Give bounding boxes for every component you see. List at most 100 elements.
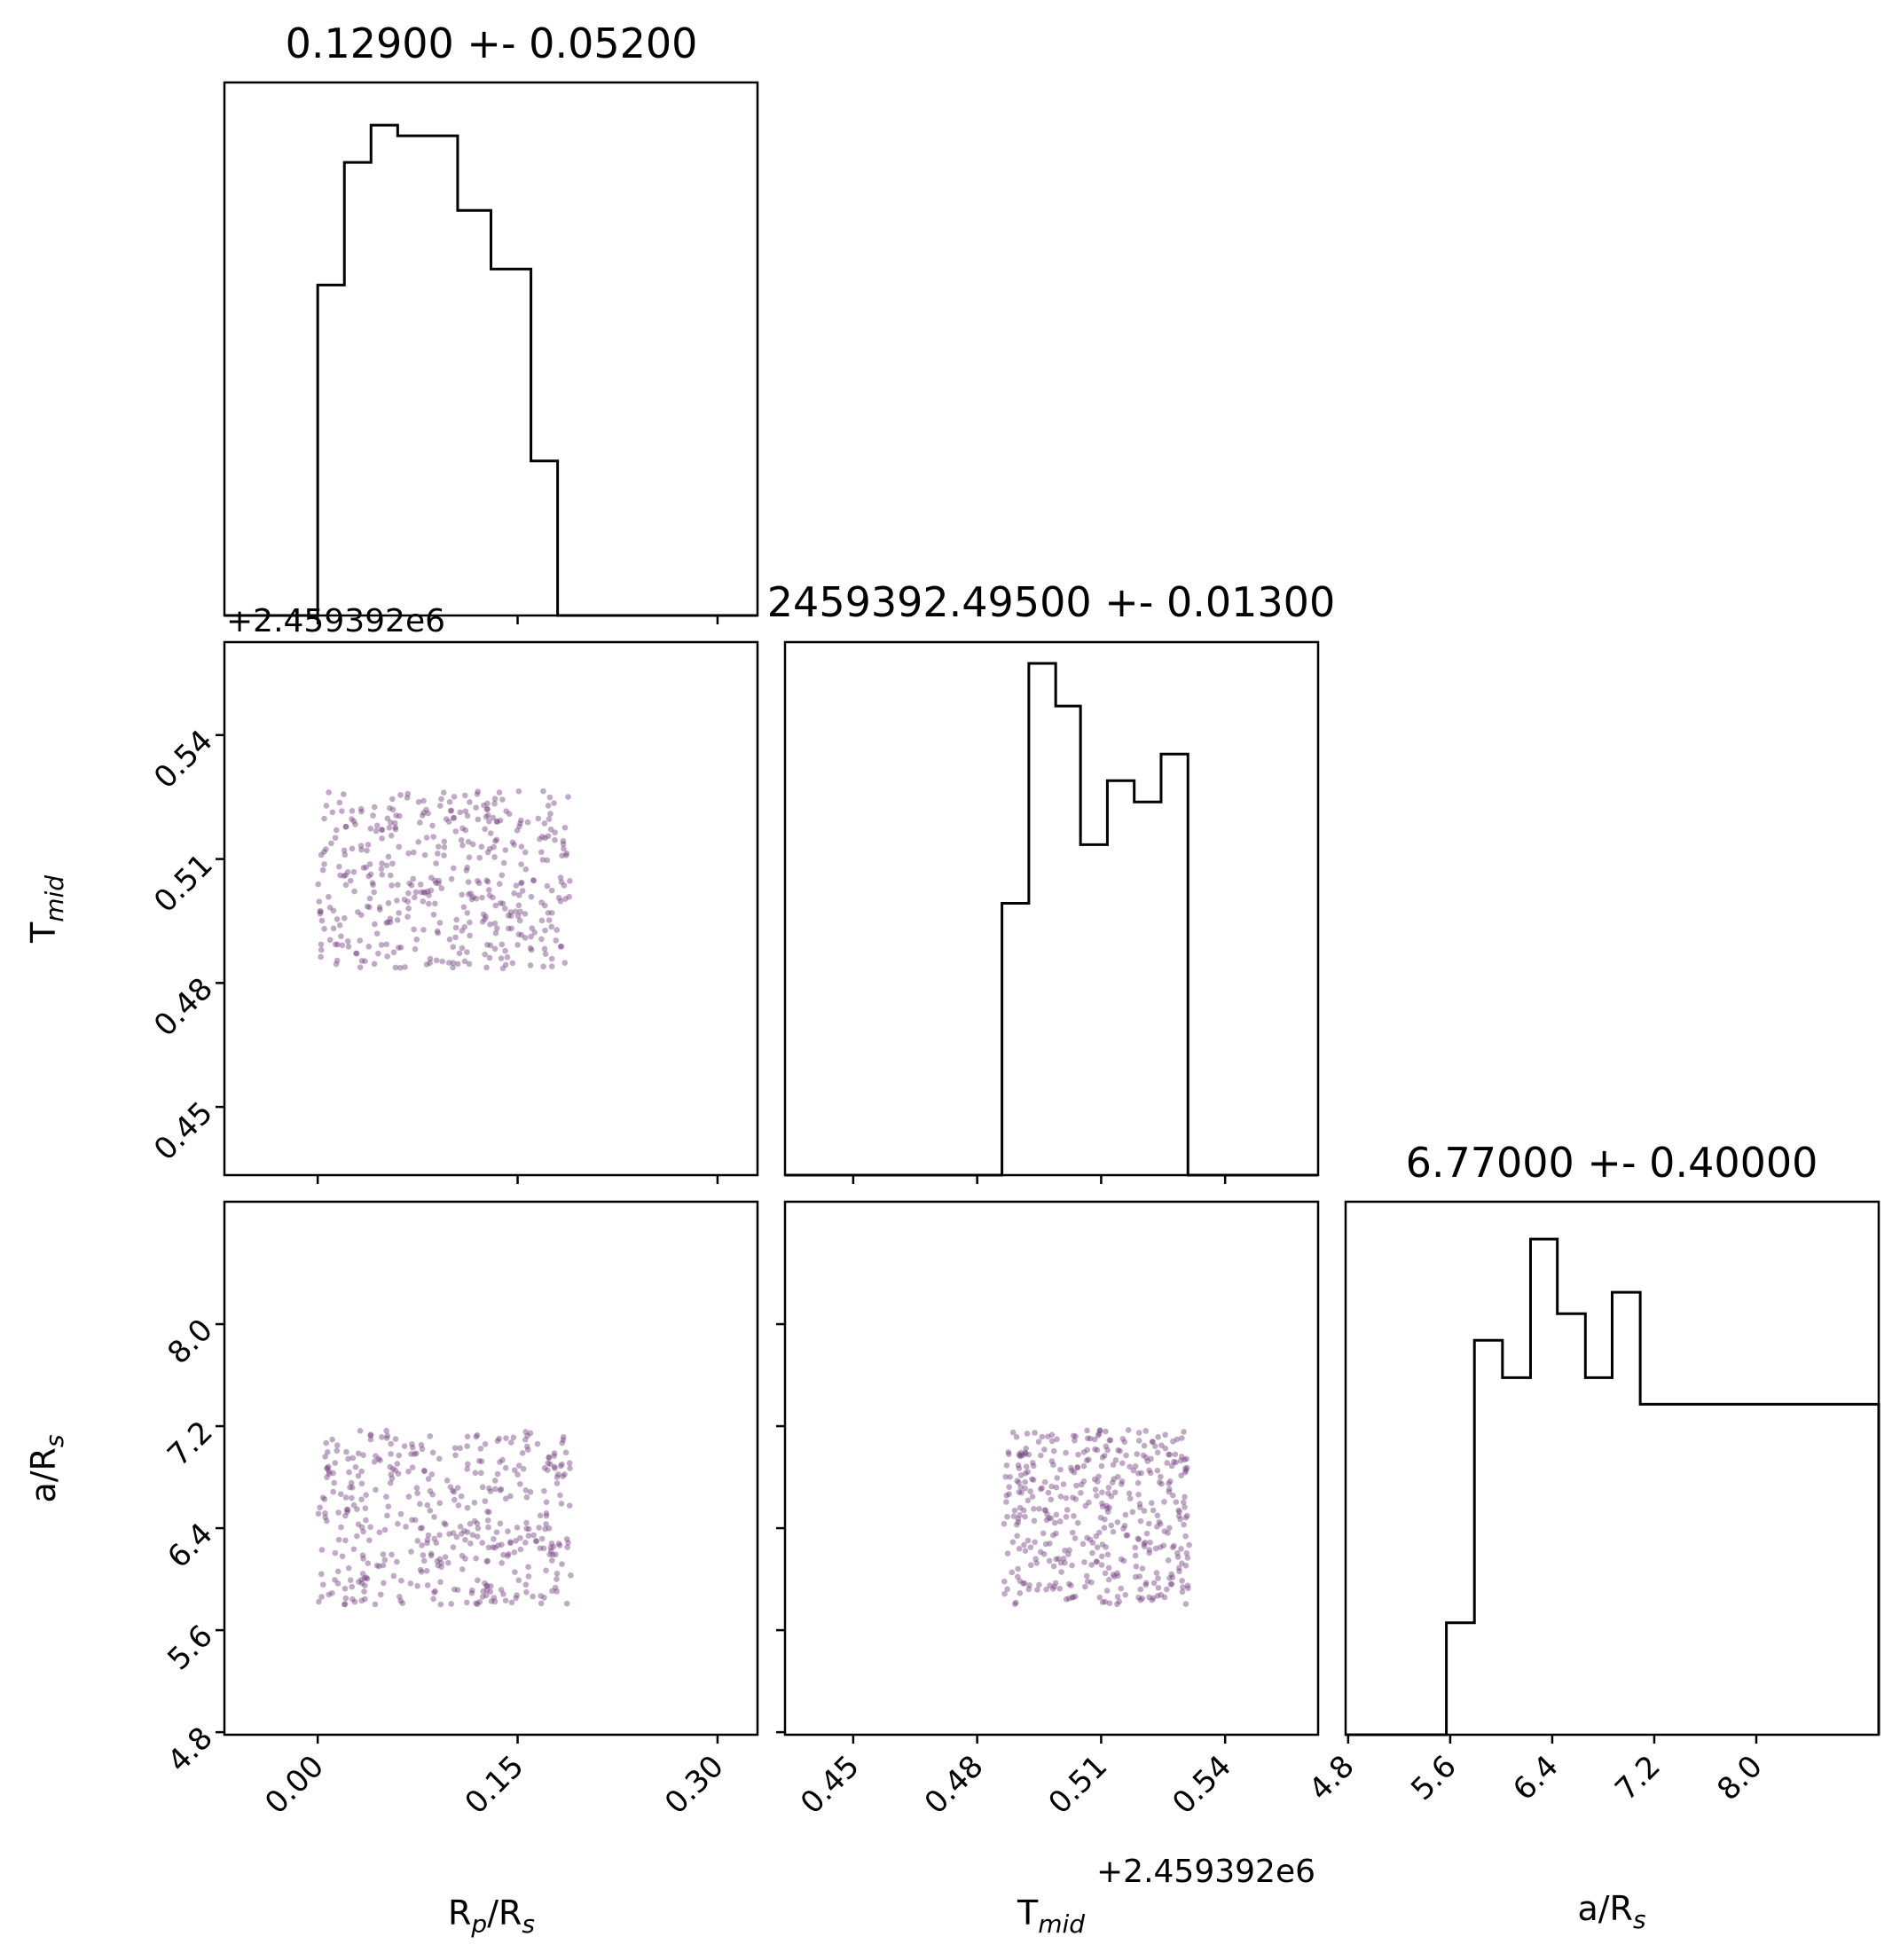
scatter-point: [404, 898, 411, 905]
scatter-point: [547, 811, 554, 817]
scatter-point: [1168, 1580, 1175, 1588]
scatter-point: [1101, 1453, 1108, 1459]
scatter-point: [364, 903, 371, 910]
scatter-point: [1022, 1450, 1029, 1457]
scatter-point: [484, 1557, 491, 1564]
scatter-point: [475, 1458, 483, 1464]
scatter-point: [546, 1525, 553, 1532]
scatter-point: [491, 800, 498, 807]
scatter-point: [1017, 1504, 1024, 1511]
scatter-point: [517, 908, 523, 915]
scatter-point: [487, 921, 493, 928]
scatter-point: [375, 1455, 382, 1462]
scatter-point: [387, 1463, 393, 1470]
scatter-point: [485, 1524, 491, 1531]
scatter-point: [1057, 1559, 1064, 1566]
scatter-point: [1118, 1556, 1125, 1563]
scatter-point: [1048, 1496, 1055, 1503]
scatter-point: [560, 1473, 566, 1479]
scatter-point: [513, 1595, 519, 1602]
scatter-point: [1123, 1452, 1129, 1459]
scatter-point: [321, 815, 327, 822]
scatter-point: [415, 798, 422, 805]
scatter-point: [1041, 1507, 1048, 1513]
scatter-point: [332, 1549, 339, 1556]
scatter-point: [491, 1478, 499, 1484]
scatter-point: [1029, 1494, 1036, 1500]
scatter-point: [1011, 1507, 1018, 1514]
scatter-point: [1004, 1513, 1010, 1520]
scatter-point: [436, 1500, 444, 1507]
scatter-point: [419, 1568, 425, 1575]
scatter-point: [399, 1600, 406, 1606]
scatter-point: [458, 1493, 465, 1500]
tmid-x-offset-label: +2.459392e6: [1096, 1854, 1315, 1890]
scatter-point: [485, 887, 492, 893]
scatter-point: [1178, 1472, 1184, 1479]
scatter-point: [450, 815, 457, 821]
scatter-point: [1105, 1485, 1112, 1491]
scatter-point: [546, 1454, 553, 1462]
scatter-point: [559, 1461, 565, 1468]
scatter-point: [371, 960, 378, 968]
scatter-point: [543, 1512, 550, 1519]
scatter-point: [1135, 1470, 1142, 1477]
scatter-point: [1104, 1551, 1111, 1558]
scatter-point: [424, 1501, 431, 1509]
scatter-point: [344, 1507, 351, 1513]
scatter-point: [483, 1582, 491, 1589]
scatter-point: [459, 842, 466, 849]
scatter-point: [389, 882, 395, 889]
scatter-point: [544, 882, 551, 890]
scatter-point: [545, 1467, 551, 1473]
scatter-point: [472, 1470, 479, 1476]
scatter-point: [419, 1542, 425, 1548]
scatter-point: [462, 827, 469, 834]
scatter-point: [1118, 1585, 1125, 1592]
scatter-point: [431, 1535, 438, 1542]
scatter-point: [354, 1533, 360, 1540]
panel-rp-vs-tmid: 0.45 0.48 0.51 0.54: [147, 640, 759, 1184]
scatter-point: [495, 1542, 501, 1548]
scatter-point: [339, 1553, 346, 1560]
scatter-point: [484, 941, 491, 948]
scatter-point: [522, 1436, 529, 1443]
scatter-point: [1057, 1493, 1064, 1500]
scatter-point: [334, 957, 341, 964]
scatter-point: [1135, 1430, 1142, 1436]
scatter-point: [514, 913, 522, 920]
scatter-point: [1096, 1427, 1103, 1434]
scatter-point: [559, 1561, 565, 1567]
scatter-point: [392, 964, 399, 971]
scatter-point: [1182, 1562, 1189, 1569]
scatter-point: [360, 865, 367, 871]
scatter-point: [405, 1494, 412, 1500]
scatter-point: [329, 809, 336, 816]
scatter-point: [493, 1529, 500, 1535]
scatter-point: [483, 813, 490, 820]
scatter-point: [352, 1463, 359, 1470]
scatter-point: [484, 805, 491, 812]
scatter-point: [326, 904, 334, 911]
scatter-point: [510, 1434, 517, 1441]
scatter-point: [540, 1545, 547, 1552]
scatter-point: [405, 905, 412, 912]
scatter-point: [522, 1429, 529, 1435]
scatter-point: [539, 834, 546, 840]
scatter-point: [414, 1582, 420, 1589]
scatter-point: [1161, 1594, 1168, 1601]
scatter-point: [433, 880, 439, 886]
scatter-point: [342, 1512, 349, 1519]
scatter-point: [507, 913, 514, 920]
scatter-point: [548, 955, 555, 962]
scatter-point: [549, 1588, 555, 1595]
scatter-point: [1069, 1467, 1075, 1474]
scatter-point: [1148, 1500, 1155, 1506]
scatter-point: [1033, 1560, 1040, 1566]
scatter-point: [428, 1550, 435, 1557]
scatter-point: [357, 964, 364, 970]
scatter-point: [390, 1572, 397, 1580]
scatter-point: [1108, 1493, 1115, 1500]
scatter-point: [515, 1577, 522, 1584]
scatter-point: [518, 817, 524, 824]
